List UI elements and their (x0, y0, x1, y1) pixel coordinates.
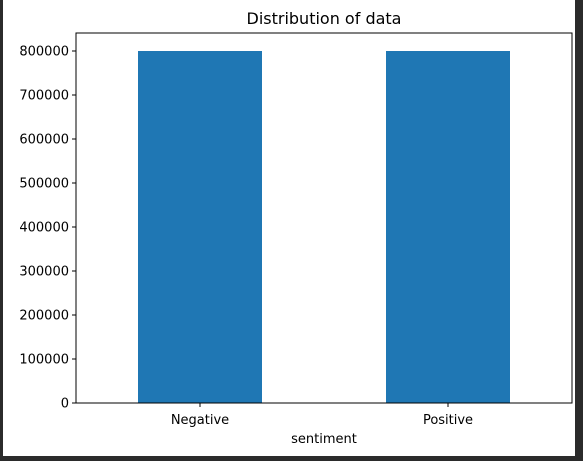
y-tick-label: 0 (61, 397, 69, 412)
y-tick-label: 300000 (19, 265, 69, 280)
bars (138, 51, 510, 403)
x-axis-label: sentiment (291, 432, 357, 447)
x-tick-label: Negative (171, 413, 229, 428)
y-tick-label: 600000 (19, 133, 69, 148)
plot-frame (75, 32, 573, 404)
chart-title: Distribution of data (247, 9, 402, 28)
x-tick-label: Positive (423, 413, 473, 428)
y-tick-label: 100000 (19, 353, 69, 368)
y-tick-label: 500000 (19, 177, 69, 192)
y-tick-label: 200000 (19, 309, 69, 324)
bar-negative (138, 51, 262, 403)
chart-figure: Distribution of data 0 100000 200000 300000… (3, 0, 575, 456)
bar-chart: Distribution of data 0 100000 200000 300000… (19, 9, 573, 447)
y-tick-label: 700000 (19, 89, 69, 104)
x-axis: Negative Positive (171, 403, 473, 428)
bar-positive (386, 51, 510, 403)
y-tick-label: 400000 (19, 221, 69, 236)
y-tick-label: 800000 (19, 45, 69, 60)
y-axis: 0 100000 200000 300000 400000 500000 600000 700… (19, 45, 76, 412)
